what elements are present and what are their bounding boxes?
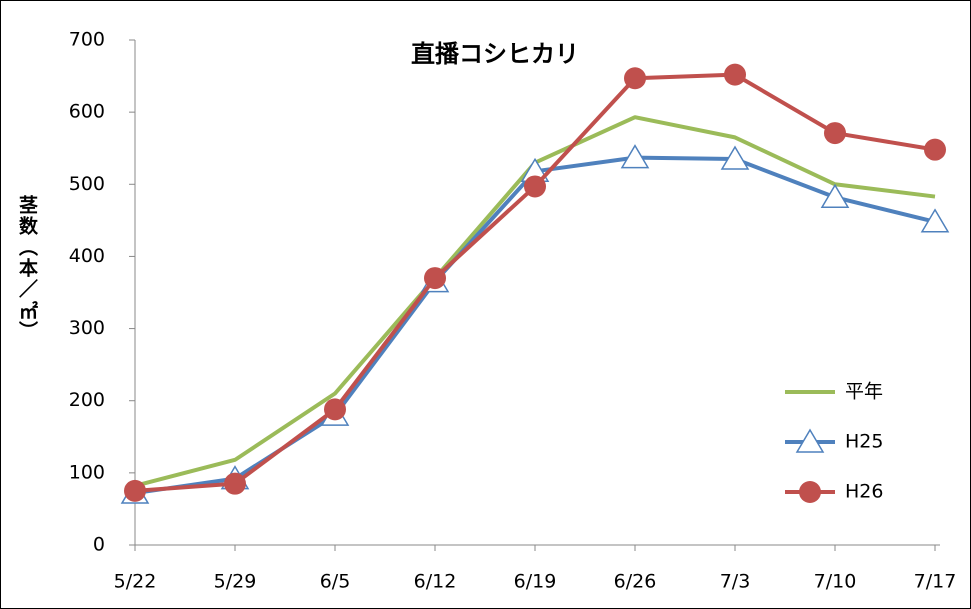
x-tick-label: 7/17 [914, 571, 957, 593]
y-tick-label: 500 [69, 173, 105, 195]
x-tick-label: 5/22 [114, 571, 157, 593]
x-tick-label: 6/5 [320, 571, 351, 593]
y-tick-label: 600 [69, 101, 105, 123]
point-marker [824, 122, 846, 145]
point-marker [924, 138, 946, 161]
y-axis-label: 茎数（本／㎡） [16, 195, 38, 342]
point-marker [620, 144, 650, 169]
y-tick-label: 0 [93, 534, 105, 556]
x-tick-label: 7/10 [814, 571, 857, 593]
point-marker [720, 145, 750, 170]
x-tick-label: 7/3 [720, 571, 751, 593]
x-tick-label: 6/19 [514, 571, 557, 593]
y-tick-label: 400 [69, 245, 105, 267]
point-marker [424, 267, 446, 290]
chart-title: 直播コシヒカリ [411, 40, 579, 68]
x-tick-label: 6/26 [614, 571, 657, 593]
point-marker [820, 183, 850, 209]
legend-marker [799, 481, 821, 503]
point-marker [124, 479, 146, 502]
point-marker [324, 398, 346, 421]
point-marker [224, 472, 246, 495]
x-tick-label: 5/29 [214, 571, 257, 593]
point-marker [920, 208, 950, 233]
point-marker [524, 175, 546, 198]
y-tick-label: 200 [69, 389, 105, 411]
legend-label: 平年 [845, 381, 883, 403]
y-tick-label: 300 [69, 317, 105, 339]
y-tick-label: 100 [69, 461, 105, 483]
point-marker [724, 63, 746, 86]
legend-label: H25 [845, 431, 883, 453]
y-tick-label: 700 [69, 29, 105, 51]
legend-label: H26 [845, 481, 883, 503]
legend-marker [795, 428, 825, 453]
point-marker [624, 67, 646, 90]
x-tick-label: 6/12 [414, 571, 457, 593]
